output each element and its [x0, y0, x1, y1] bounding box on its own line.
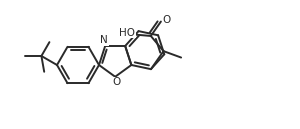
Text: HO: HO [119, 27, 135, 38]
Text: O: O [163, 15, 171, 25]
Text: N: N [100, 35, 108, 46]
Text: O: O [112, 77, 120, 87]
